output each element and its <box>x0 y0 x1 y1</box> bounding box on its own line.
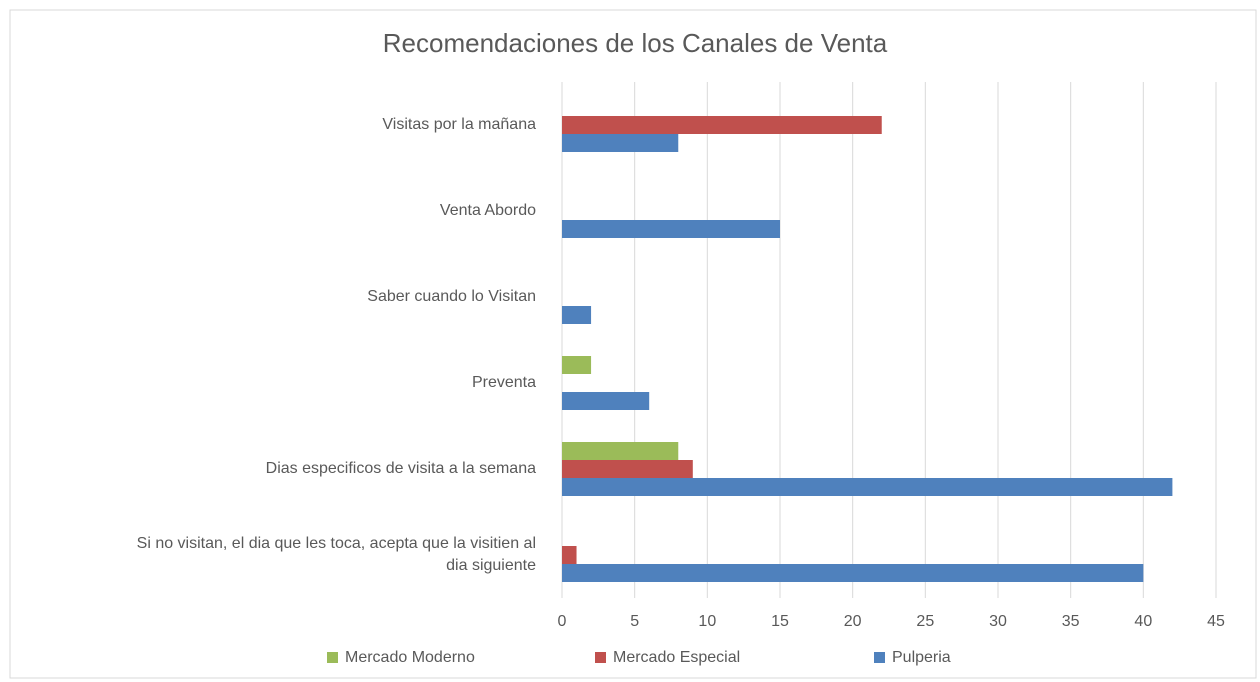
x-tick-label: 5 <box>630 613 639 630</box>
bar <box>562 116 882 134</box>
y-tick-label: Visitas por la mañana <box>382 116 536 133</box>
legend-label: Pulperia <box>892 649 951 666</box>
x-tick-label: 20 <box>844 613 862 630</box>
bar <box>562 442 679 460</box>
legend-label: Mercado Especial <box>613 649 740 666</box>
x-tick-label: 40 <box>1134 613 1152 630</box>
legend-swatch <box>595 652 606 663</box>
bar <box>562 478 1173 496</box>
x-tick-label: 25 <box>916 613 934 630</box>
x-tick-label: 35 <box>1062 613 1080 630</box>
bar <box>562 356 592 374</box>
y-tick-label: Si no visitan, el dia que les toca, acep… <box>136 535 536 574</box>
x-tick-label: 15 <box>771 613 789 630</box>
x-tick-label: 0 <box>558 613 567 630</box>
y-tick-label: Saber cuando lo Visitan <box>367 288 536 305</box>
y-tick-label: Dias especificos de visita a la semana <box>265 460 536 477</box>
x-tick-label: 10 <box>698 613 716 630</box>
legend-swatch <box>327 652 338 663</box>
chart-title: Recomendaciones de los Canales de Venta <box>383 28 888 58</box>
legend-swatch <box>874 652 885 663</box>
x-tick-label: 45 <box>1207 613 1225 630</box>
x-tick-label: 30 <box>989 613 1007 630</box>
bar <box>562 564 1144 582</box>
bar <box>562 460 693 478</box>
bar <box>562 546 577 564</box>
y-tick-label: Venta Abordo <box>439 202 536 219</box>
y-tick-label: Preventa <box>471 374 536 391</box>
legend-label: Mercado Moderno <box>345 649 475 666</box>
bar <box>562 392 650 410</box>
bar <box>562 134 679 152</box>
bar <box>562 220 780 238</box>
bar <box>562 306 592 324</box>
